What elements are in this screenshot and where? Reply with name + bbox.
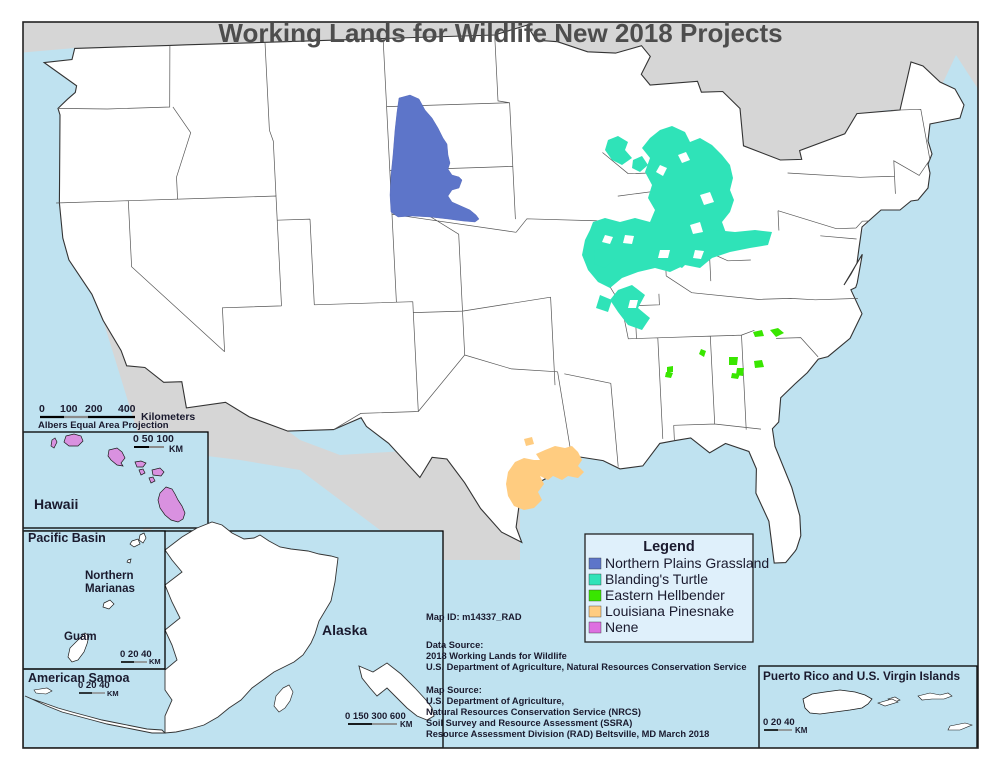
svg-text:0: 0 [39, 403, 45, 415]
svg-text:Natural Resources Conservation: Natural Resources Conservation Service (… [426, 707, 641, 717]
svg-text:Alaska: Alaska [322, 622, 367, 638]
svg-text:KM: KM [795, 726, 808, 735]
svg-text:Puerto Rico and U.S. Virgin Is: Puerto Rico and U.S. Virgin Islands [763, 669, 961, 683]
svg-text:Northern Plains Grassland: Northern Plains Grassland [605, 555, 769, 571]
svg-text:0 20 40: 0 20 40 [78, 680, 110, 691]
svg-text:0 150 300 600: 0 150 300 600 [345, 711, 406, 722]
svg-text:Data Source:: Data Source: [426, 640, 483, 650]
svg-text:KM: KM [149, 657, 161, 666]
svg-text:Pacific Basin: Pacific Basin [28, 531, 106, 545]
svg-text:Albers Equal Area Projection: Albers Equal Area Projection [38, 420, 169, 431]
svg-text:KM: KM [400, 720, 413, 729]
svg-text:Guam: Guam [64, 631, 97, 643]
svg-text:200: 200 [85, 403, 103, 415]
svg-text:Nene: Nene [605, 619, 639, 635]
svg-text:Marianas: Marianas [85, 583, 135, 595]
svg-text:Louisiana Pinesnake: Louisiana Pinesnake [605, 603, 734, 619]
svg-text:100: 100 [60, 403, 78, 415]
svg-text:Legend: Legend [643, 539, 695, 555]
svg-text:400: 400 [118, 403, 136, 415]
svg-text:KM: KM [169, 444, 183, 454]
svg-text:Map ID: m14337_RAD: Map ID: m14337_RAD [426, 612, 522, 622]
svg-text:0 50 100: 0 50 100 [133, 433, 174, 445]
svg-text:Eastern Hellbender: Eastern Hellbender [605, 587, 725, 603]
svg-text:2018 Working Lands for Wildlif: 2018 Working Lands for Wildlife [426, 651, 567, 661]
svg-text:U.S. Department of Agriculture: U.S. Department of Agriculture, [426, 696, 564, 706]
svg-text:U.S. Department of Agriculture: U.S. Department of Agriculture, Natural … [426, 662, 747, 672]
svg-text:KM: KM [107, 689, 119, 698]
svg-text:Soil Survey and Resource Asses: Soil Survey and Resource Assessment (SSR… [426, 718, 632, 728]
svg-text:Map Source:: Map Source: [426, 685, 482, 695]
svg-text:0 20 40: 0 20 40 [763, 717, 795, 728]
svg-text:Northern: Northern [85, 570, 134, 582]
svg-text:Resource Assessment Division (: Resource Assessment Division (RAD) Belts… [426, 729, 709, 739]
svg-text:0 20 40: 0 20 40 [120, 649, 152, 660]
svg-text:Blanding's Turtle: Blanding's Turtle [605, 571, 708, 587]
svg-text:Hawaii: Hawaii [34, 496, 78, 512]
